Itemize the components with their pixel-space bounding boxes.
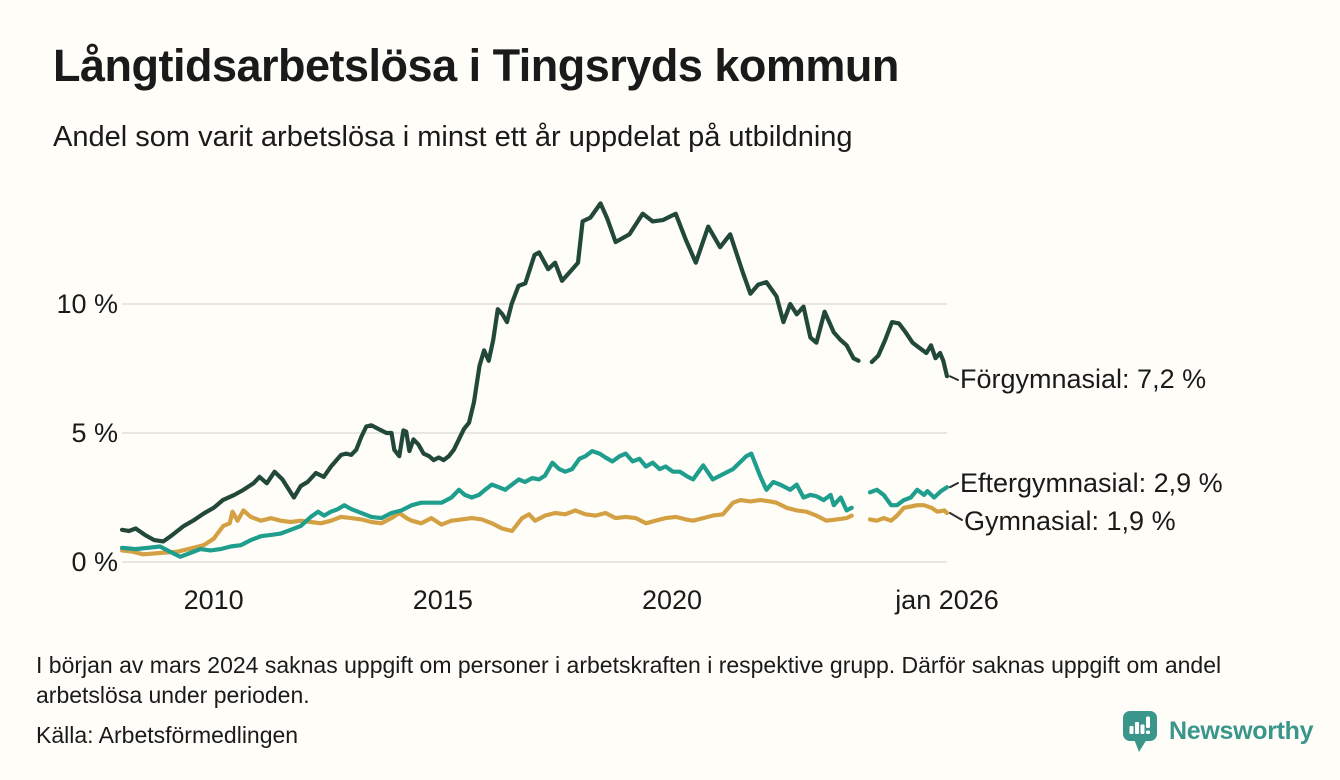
gridlines [122, 303, 947, 563]
chart-series-lines [119, 201, 950, 559]
y-axis-tick-10: 10 % [56, 289, 118, 319]
x-axis-tick-2020: 2020 [641, 585, 703, 615]
x-axis-tick-jan-2026: jan 2026 [895, 585, 999, 615]
series-end-label-forgymnasial: Förgymnasial: 7,2 % [960, 364, 1207, 394]
x-axis-tick-2010: 2010 [183, 585, 244, 615]
page-subtitle: Andel som varit arbetslösa i minst ett å… [53, 121, 853, 153]
source-attribution: Källa: Arbetsförmedlingen [36, 722, 299, 748]
y-axis-tick-0: 0 % [71, 547, 118, 577]
newsworthy-branding: Newsworthy [1122, 710, 1314, 761]
series-end-label-gymnasial: Gymnasial: 1,9 % [964, 506, 1176, 536]
newsworthy-logo-icon [1122, 710, 1160, 761]
series-end-label-eftergymnasial: Eftergymnasial: 2,9 % [960, 468, 1223, 498]
newsworthy-logo-text: Newsworthy [1169, 716, 1314, 745]
y-axis-tick-5: 5 % [71, 418, 118, 448]
x-axis-tick-2015: 2015 [412, 585, 473, 615]
page-title: Långtidsarbetslösa i Tingsryds kommun [53, 40, 899, 91]
footnote: I början av mars 2024 saknas uppgift om … [36, 652, 1222, 708]
